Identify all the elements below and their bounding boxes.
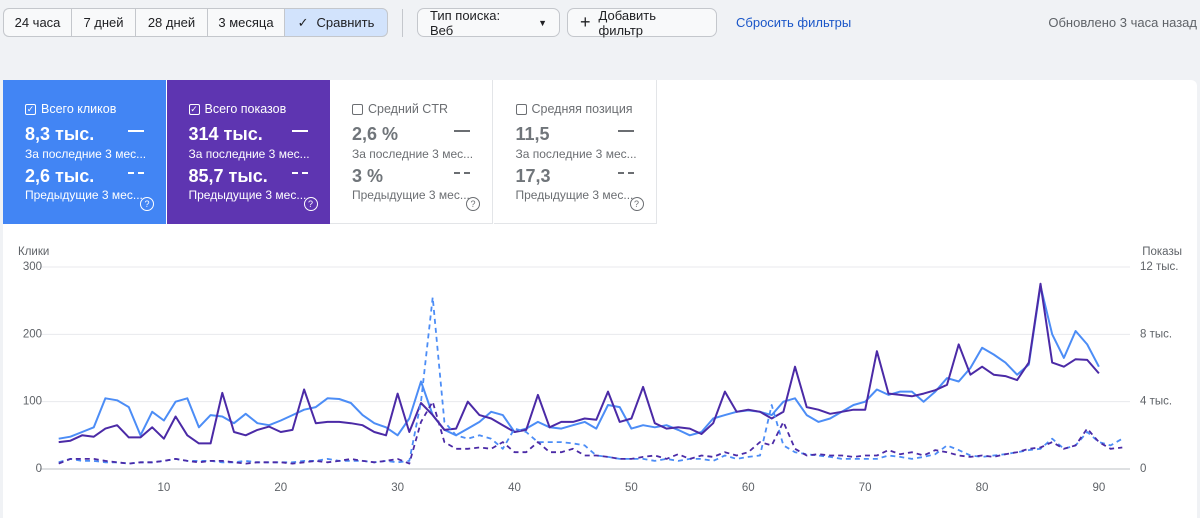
metric-previous-value: 3 % — [352, 166, 384, 186]
y2-tick-label: 0 — [1140, 463, 1146, 475]
metric-previous-value: 2,6 тыс. — [25, 166, 95, 186]
x-tick-label: 60 — [742, 482, 755, 494]
y-tick-label: 100 — [23, 396, 42, 408]
metric-card[interactable]: ✓ Всего кликов 8,3 тыс. За последние 3 мес.… — [3, 80, 166, 224]
metric-label: Средняя позиция — [515, 102, 633, 116]
help-icon: ? — [140, 197, 154, 211]
x-tick-label: 70 — [859, 482, 872, 494]
metric-period: За последние 3 мес... — [352, 147, 474, 161]
checkbox[interactable] — [352, 103, 363, 115]
y-tick-label: 300 — [23, 261, 42, 273]
add-filter-button[interactable]: + Добавить фильтр — [567, 7, 717, 38]
x-tick-label: 10 — [157, 482, 170, 494]
metric-previous-value: 17,3 — [515, 166, 551, 186]
metric-value: 314 тыс. — [188, 124, 263, 144]
x-tick-label: 40 — [508, 482, 521, 494]
metric-label: Средний CTR — [352, 102, 448, 116]
previous-period-line — [58, 296, 1123, 465]
metric-card[interactable]: Средняя позиция 11,5 За последние 3 мес...… — [493, 80, 657, 224]
x-tick-label: 80 — [976, 482, 989, 494]
compare-label: Сравнить — [316, 15, 375, 30]
help-icon: ? — [466, 197, 480, 211]
x-tick-label: 90 — [1093, 482, 1106, 494]
add-filter-label: Добавить фильтр — [598, 7, 656, 38]
metric-period: За последние 3 мес... — [515, 147, 637, 161]
x-tick-label: 30 — [391, 482, 404, 494]
dashed-line-icon — [291, 172, 308, 174]
dashed-line-icon — [617, 172, 634, 174]
checkbox[interactable] — [515, 103, 527, 115]
metric-previous-period: Предыдущие 3 мес... — [515, 188, 634, 202]
metric-name: Всего кликов — [41, 102, 117, 116]
check-icon: ✓ — [297, 14, 309, 30]
dropdown-arrow: ▼ — [538, 17, 547, 28]
metric-label: ✓ Всего кликов — [25, 102, 116, 116]
range-button[interactable]: 24 часа — [3, 8, 71, 37]
help-icon: ? — [303, 197, 318, 211]
metric-value: 11,5 — [515, 124, 550, 144]
metric-period: За последние 3 мес... — [25, 147, 147, 161]
separator — [402, 9, 403, 37]
help-icon: ? — [629, 197, 644, 211]
y-tick-label: 0 — [36, 463, 42, 475]
y2-axis-title: Показы — [1142, 246, 1182, 258]
x-tick-label: 50 — [625, 482, 638, 494]
solid-line-icon — [617, 130, 634, 132]
plus-icon: + — [580, 12, 591, 32]
x-tick-label: 20 — [274, 482, 287, 494]
metric-card[interactable]: Средний CTR 2,6 % За последние 3 мес... 3 %… — [330, 80, 493, 224]
metric-previous-value: 85,7 тыс. — [188, 166, 268, 186]
dashed-line-icon — [128, 172, 144, 174]
solid-line-icon — [128, 130, 144, 132]
current-period-line — [58, 282, 1100, 445]
dashed-line-icon — [454, 172, 470, 174]
current-period-line — [58, 284, 1100, 440]
range-button[interactable]: 3 месяца — [207, 8, 284, 37]
range-button[interactable]: 7 дней — [71, 8, 135, 37]
checkbox[interactable]: ✓ — [188, 103, 200, 115]
metric-name: Всего показов — [204, 102, 287, 116]
metric-card[interactable]: ✓ Всего показов 314 тыс. За последние 3 мес… — [166, 80, 330, 224]
updated-status: Обновлено 3 часа назад — [1048, 15, 1197, 30]
compare-button[interactable]: ✓ Сравнить — [284, 8, 388, 37]
metric-previous-period: Предыдущие 3 мес... — [25, 188, 143, 202]
metric-name: Средняя позиция — [531, 102, 633, 116]
metric-value: 8,3 тыс. — [25, 124, 95, 144]
metric-name: Средний CTR — [368, 102, 448, 116]
y2-tick-label: 12 тыс. — [1140, 261, 1178, 273]
metric-value: 2,6 % — [352, 124, 399, 144]
reset-filters-link[interactable]: Сбросить фильтры — [736, 15, 852, 30]
range-button[interactable]: 28 дней — [135, 8, 207, 37]
search-type-label: Тип поиска: Веб — [430, 7, 501, 38]
solid-line-icon — [291, 130, 308, 132]
y-axis-title: Клики — [18, 246, 49, 258]
metric-label: ✓ Всего показов — [188, 102, 287, 116]
metric-period: За последние 3 мес... — [188, 147, 310, 161]
metric-previous-period: Предыдущие 3 мес... — [188, 188, 307, 202]
y2-tick-label: 4 тыс. — [1140, 396, 1172, 408]
solid-line-icon — [454, 130, 470, 132]
y-tick-label: 200 — [23, 328, 42, 340]
metric-previous-period: Предыдущие 3 мес... — [352, 188, 470, 202]
y2-tick-label: 8 тыс. — [1140, 328, 1172, 340]
previous-period-line — [58, 400, 1123, 465]
checkbox[interactable]: ✓ — [25, 103, 36, 115]
search-type-button[interactable]: Тип поиска: Веб ▼ — [417, 7, 560, 38]
